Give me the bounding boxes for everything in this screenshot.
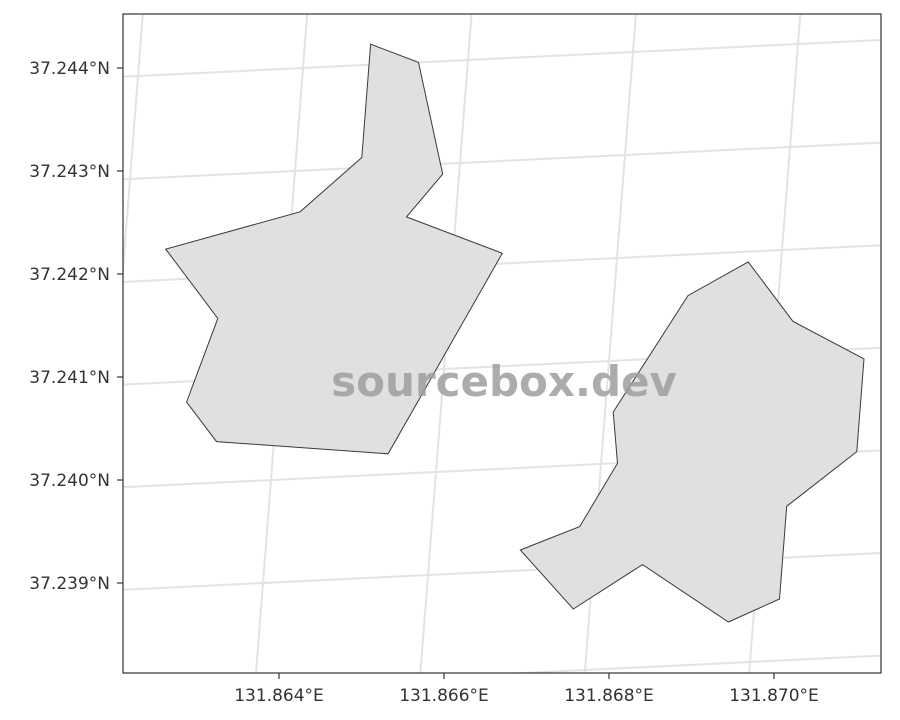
y-tick-label: 37.243°N <box>29 162 110 182</box>
y-tick-label: 37.244°N <box>29 59 110 79</box>
parallel-line <box>123 141 881 181</box>
x-tick-label: 131.864°E <box>234 686 324 706</box>
x-tick-label: 131.870°E <box>729 686 819 706</box>
meridian-line <box>583 14 637 673</box>
x-tick-label: 131.868°E <box>564 686 654 706</box>
parallel-line <box>123 552 881 591</box>
polygon-2 <box>519 261 865 623</box>
watermark: sourcebox.dev <box>331 357 677 406</box>
panel-border <box>122 13 882 674</box>
polygon-1 <box>164 43 504 455</box>
polygon-layer <box>164 43 865 623</box>
parallel-line <box>123 38 881 78</box>
x-tick-label: 131.866°E <box>399 686 489 706</box>
y-tick-label: 37.239°N <box>29 574 110 594</box>
parallel-line <box>123 244 881 283</box>
x-axis: 131.864°E 131.866°E 131.868°E 131.870°E <box>234 673 819 706</box>
y-tick-label: 37.242°N <box>29 265 110 285</box>
parallel-line <box>123 449 881 489</box>
y-axis: 37.244°N 37.243°N 37.242°N 37.241°N 37.2… <box>29 59 123 594</box>
y-tick-label: 37.240°N <box>29 471 110 491</box>
parallel-line <box>123 346 881 386</box>
y-tick-label: 37.241°N <box>29 368 110 388</box>
